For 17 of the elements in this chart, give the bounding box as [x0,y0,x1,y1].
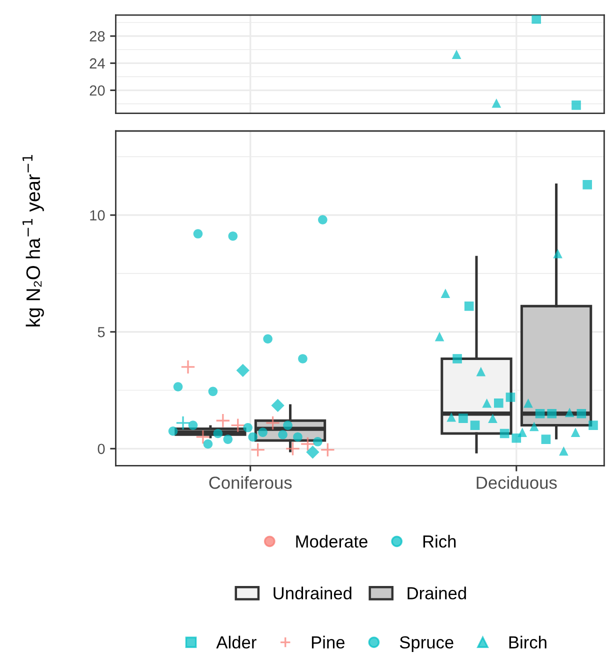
legend-label: Spruce [400,636,454,652]
y-tick-label: 20 [90,85,105,96]
legend-label: Pine [312,636,345,649]
legend-label: Moderate [296,534,368,548]
y-tick-label: 0 [98,444,105,454]
x-tick-label: Coniferous [209,476,292,489]
x-tick-label: Deciduous [476,476,557,489]
legend-label: Birch [509,636,546,649]
y-tick-label: 10 [90,210,105,221]
y-axis-title: kg N₂O ha$^{−1}$ year$^{−1}$ [22,155,44,326]
legend-label: Rich [423,534,456,548]
legend-label: Drained [408,586,466,600]
y-tick-label: 24 [90,58,105,68]
y-tick-label: 5 [98,327,105,338]
y-tick-label: 28 [90,31,105,42]
legend-label: Alder [216,636,256,649]
legend-label: Undrained [274,586,352,600]
